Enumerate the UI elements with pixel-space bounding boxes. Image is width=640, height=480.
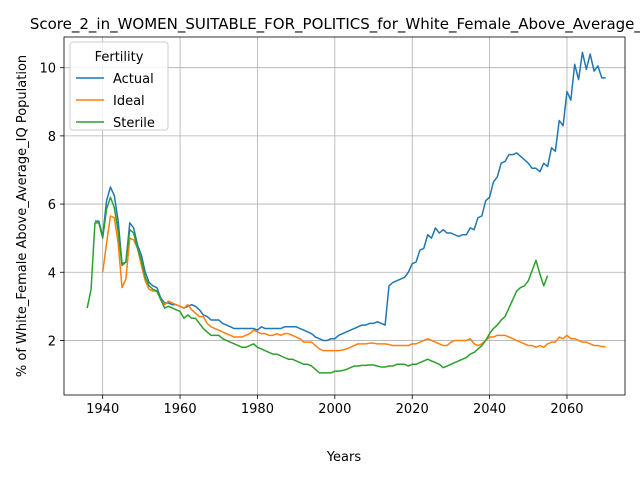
x-axis-label: Years [326,450,362,465]
y-tick-label: 6 [48,198,56,213]
grid [64,37,625,395]
plot-frame [63,36,626,396]
y-axis-label: % of White_Female Above_Average_IQ Popul… [15,55,30,377]
legend-title: Fertility [95,50,144,65]
x-axis: 1940 1960 1980 2000 2020 2040 2060 [86,395,584,417]
y-tick-label: 2 [48,334,56,349]
x-tick-label: 1940 [86,402,119,417]
y-tick-label: 4 [48,266,56,281]
legend-label-actual: Actual [113,72,154,87]
legend: Fertility Actual Ideal Sterile [69,41,169,131]
y-axis: 2 4 6 8 10 [39,62,64,349]
legend-label-ideal: Ideal [113,94,145,109]
x-tick-label: 1980 [241,402,274,417]
x-tick-label: 2060 [550,402,583,417]
x-tick-label: 2000 [318,402,351,417]
series-layer [86,51,606,374]
legend-box [69,41,169,131]
y-tick-label: 8 [48,130,56,145]
series-line-sterile [86,196,549,374]
legend-label-sterile: Sterile [113,116,155,131]
legend-entries: Actual Ideal Sterile [76,72,155,131]
chart-title: Score_2_in_WOMEN_SUITABLE_FOR_POLITICS_f… [30,15,640,34]
y-tick-label: 10 [39,62,56,77]
x-tick-label: 2020 [396,402,429,417]
x-tick-label: 1960 [164,402,197,417]
series-line-ideal [101,215,606,352]
x-tick-label: 2040 [473,402,506,417]
